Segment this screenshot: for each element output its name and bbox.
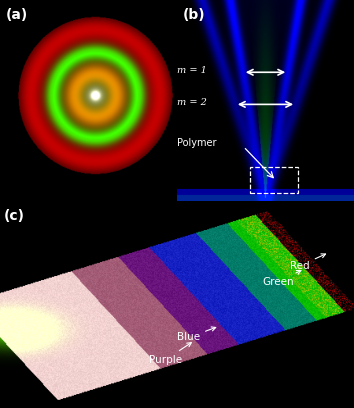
Text: Red: Red	[290, 254, 326, 271]
Text: Purple: Purple	[149, 343, 192, 365]
Text: (b): (b)	[182, 8, 205, 22]
Text: Polymer: Polymer	[177, 137, 217, 148]
Text: m = 2: m = 2	[177, 98, 207, 107]
Text: Blue: Blue	[177, 327, 216, 342]
Text: Green: Green	[262, 271, 301, 287]
Text: m = 1: m = 1	[177, 66, 207, 75]
Text: (a): (a)	[5, 8, 28, 22]
Text: (c): (c)	[4, 209, 24, 223]
